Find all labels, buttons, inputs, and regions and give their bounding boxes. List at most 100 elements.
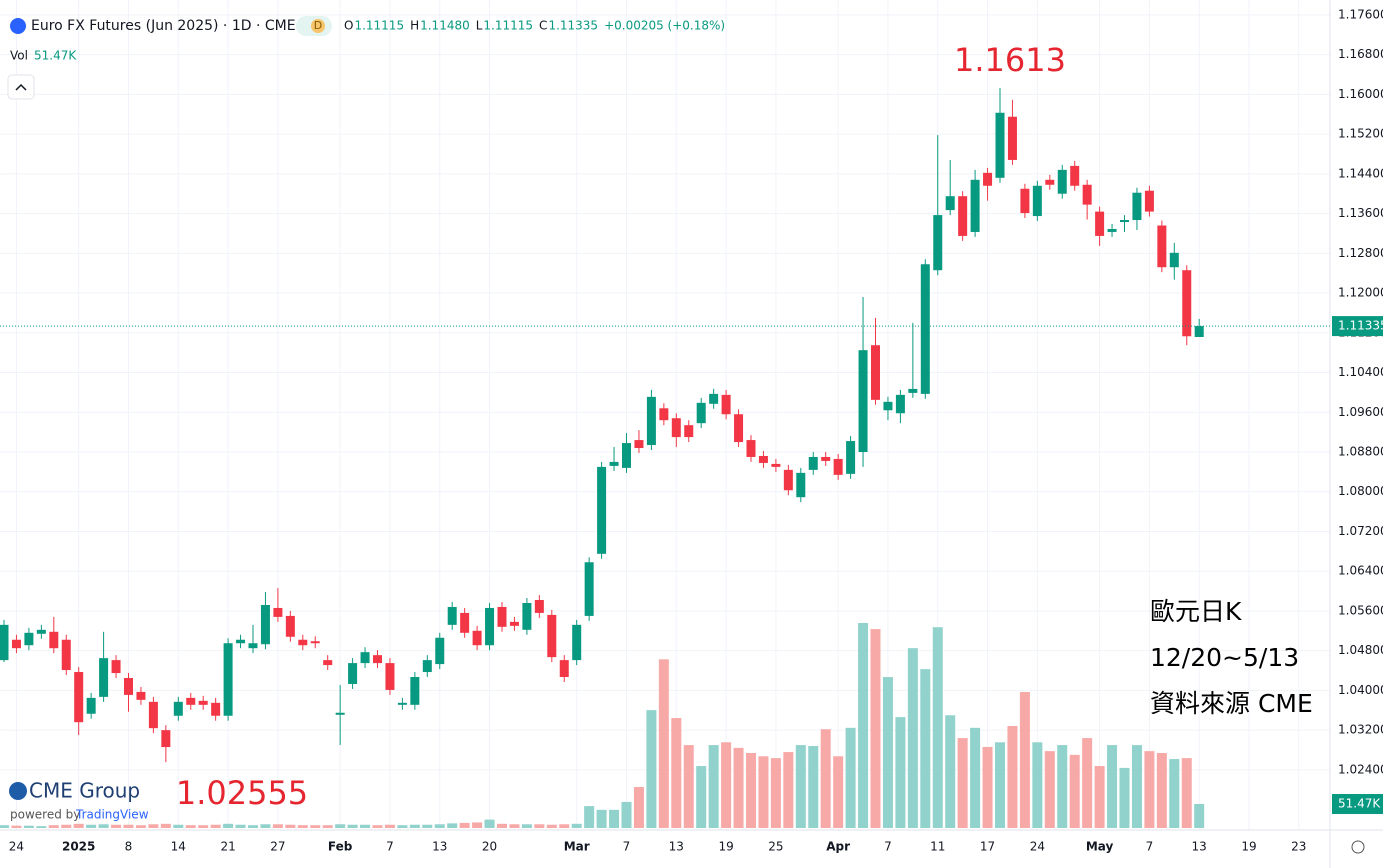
volume-bar xyxy=(98,824,109,828)
candle-body xyxy=(24,632,34,646)
volume-bar xyxy=(0,825,9,828)
ohlc-change: +0.00205 (+0.18%) xyxy=(604,19,725,33)
y-tick-label: 1.12000 xyxy=(1338,286,1383,300)
y-tick-label: 1.15200 xyxy=(1338,127,1383,141)
volume-bar xyxy=(23,825,34,828)
volume-bar xyxy=(609,809,620,828)
candle-body xyxy=(1070,165,1080,186)
volume-bar xyxy=(858,623,869,828)
volume-bar xyxy=(770,758,781,828)
candle-body xyxy=(0,624,9,661)
candle-body xyxy=(360,652,370,664)
volume-bar xyxy=(48,825,59,828)
volume-bar xyxy=(497,823,507,828)
volume-bar xyxy=(1082,738,1093,828)
candle-body xyxy=(808,456,818,470)
x-tick-label: 19 xyxy=(1241,840,1256,854)
powered-by: powered by xyxy=(10,808,80,822)
y-tick-label: 1.12800 xyxy=(1338,246,1383,260)
volume-bar xyxy=(397,825,408,828)
high-annotation: 1.1613 xyxy=(954,41,1066,79)
candle-body xyxy=(584,562,594,616)
volume-bar xyxy=(422,824,433,828)
volume-bar xyxy=(248,825,258,828)
volume-bar xyxy=(907,648,918,828)
candle-body xyxy=(534,600,544,613)
settings-icon[interactable] xyxy=(1351,840,1365,854)
ohlc-value: 1.11335 xyxy=(548,19,598,33)
ohlc-value: 1.11115 xyxy=(354,19,404,33)
candle-body xyxy=(36,629,46,634)
volume-bar xyxy=(384,824,395,828)
candle-body xyxy=(298,639,308,646)
y-tick-label: 1.16800 xyxy=(1338,47,1383,61)
candle-body xyxy=(622,443,631,468)
volume-bar xyxy=(683,745,694,828)
y-tick-label: 1.07200 xyxy=(1338,524,1383,538)
volume-bar xyxy=(696,766,707,828)
candle-body xyxy=(422,660,432,673)
volume-bar xyxy=(546,824,557,828)
volume-bar xyxy=(596,809,607,828)
candle-body xyxy=(397,702,407,705)
candle-body xyxy=(858,350,868,452)
x-tick-label: 23 xyxy=(1291,840,1306,854)
candle-body xyxy=(572,624,582,661)
candle-body xyxy=(895,394,905,414)
candle-body xyxy=(1007,116,1017,160)
candle-body xyxy=(646,396,656,446)
ohlc-key: H xyxy=(410,19,419,33)
x-tick-label: 11 xyxy=(930,840,945,854)
volume-bar xyxy=(11,825,22,828)
x-tick-label: Feb xyxy=(328,840,353,854)
candle-body xyxy=(684,425,694,438)
candle-body xyxy=(385,663,395,690)
x-tick-label: May xyxy=(1086,840,1114,854)
candle-body xyxy=(908,388,918,393)
candle-body xyxy=(310,641,320,644)
volume-bar xyxy=(1069,754,1080,828)
y-tick-label: 1.08000 xyxy=(1338,484,1383,498)
volume-bar xyxy=(559,824,570,828)
volume-bar xyxy=(521,824,532,828)
ohlc-key: O xyxy=(344,19,353,33)
candle-body xyxy=(522,602,532,630)
badge-dot xyxy=(311,19,325,33)
x-tick-label: 13 xyxy=(669,840,684,854)
volume-bar xyxy=(970,727,981,828)
volume-bar xyxy=(733,747,744,828)
y-tick-label: 1.06400 xyxy=(1338,564,1383,578)
candle-body xyxy=(559,660,569,678)
volume-bar xyxy=(459,822,470,828)
volume-bar xyxy=(833,756,844,828)
candle-body xyxy=(236,639,246,644)
candle-body xyxy=(796,472,806,498)
volume-bar xyxy=(746,752,756,828)
volume-bar xyxy=(198,825,209,828)
candle-body xyxy=(86,697,96,714)
y-tick-label: 1.10400 xyxy=(1338,365,1383,379)
candle-body xyxy=(1132,192,1142,221)
volume-bar xyxy=(721,742,732,828)
candle-body xyxy=(410,677,420,705)
x-tick-label: 13 xyxy=(432,840,447,854)
volume-bar xyxy=(111,824,122,828)
volume-bar xyxy=(509,824,520,828)
volume-bar xyxy=(945,715,956,828)
y-tick-label: 1.14400 xyxy=(1338,166,1383,180)
volume-bar xyxy=(360,824,371,828)
candle-body xyxy=(273,607,283,617)
volume-bar xyxy=(310,825,321,828)
volume-bar xyxy=(185,825,196,828)
candle-body xyxy=(920,264,930,394)
x-tick-label: 14 xyxy=(171,840,186,854)
collapse-button[interactable] xyxy=(7,74,35,100)
candle-body xyxy=(248,643,258,649)
volume-bar xyxy=(235,824,246,828)
candle-body xyxy=(958,196,968,236)
candle-body xyxy=(74,672,84,723)
candle-body xyxy=(173,701,183,716)
volume-bar xyxy=(957,738,968,828)
volume-bar xyxy=(1107,745,1118,828)
ohlc-key: L xyxy=(476,19,483,33)
